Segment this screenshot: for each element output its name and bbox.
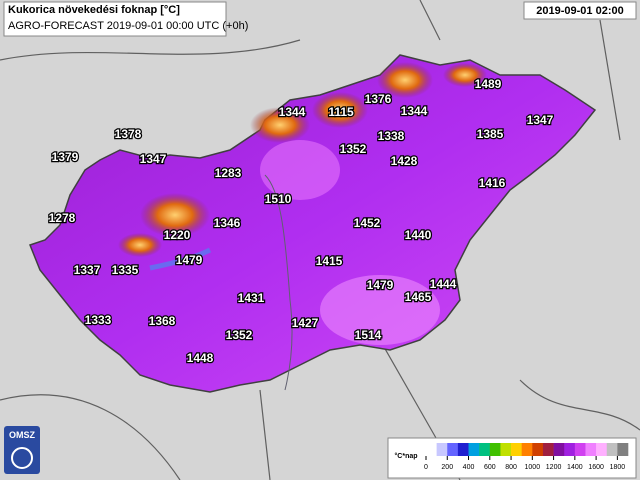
legend-swatch (585, 443, 597, 456)
value-label: 1479 (176, 253, 203, 267)
legend-tick-label: 1400 (567, 464, 583, 471)
value-label: 1510 (265, 192, 292, 206)
value-label: 1489 (475, 77, 502, 91)
map-title: Kukorica növekedési foknap [°C] (8, 4, 180, 16)
value-label: 1346 (214, 216, 241, 230)
river-danube (264, 174, 293, 391)
legend-tick-label: 1600 (588, 464, 604, 471)
legend-swatch (468, 443, 480, 456)
timestamp-box (523, 1, 637, 20)
value-label: 1352 (340, 142, 367, 156)
value-label: 1333 (85, 313, 112, 327)
legend-swatch (617, 443, 629, 456)
value-label: 1415 (316, 254, 343, 268)
value-label: 1220 (164, 228, 191, 242)
value-label: 1514 (355, 328, 382, 342)
value-label: 1376 (365, 92, 392, 106)
value-label: 1283 (215, 166, 242, 180)
warm-area (260, 140, 340, 200)
legend-tick-label: 1200 (546, 464, 562, 471)
value-label: 1444 (430, 277, 457, 291)
legend-swatch (426, 443, 437, 456)
value-label: 1347 (527, 113, 554, 127)
value-label: 1379 (52, 150, 79, 164)
value-label: 1431 (238, 291, 265, 305)
legend-swatch (606, 443, 618, 456)
timestamp: 2019-09-01 02:00 (536, 5, 623, 17)
legend-swatch (532, 443, 544, 456)
logo-icon (11, 447, 33, 469)
value-label: 1385 (477, 127, 504, 141)
legend-swatch (447, 443, 459, 456)
map-subtitle: AGRO-FORECAST 2019-09-01 00:00 UTC (+0h) (8, 20, 248, 32)
legend-swatch (564, 443, 576, 456)
legend-tick-label: 1000 (525, 464, 541, 471)
hot-spot (250, 107, 310, 143)
value-label: 1368 (149, 314, 176, 328)
legend-tick-label: 400 (463, 464, 475, 471)
legend-swatch (542, 443, 554, 456)
value-label: 1416 (479, 176, 506, 190)
value-label: 1337 (74, 263, 101, 277)
legend-swatch (511, 443, 522, 456)
value-label: 1338 (378, 129, 405, 143)
value-label: 1452 (354, 216, 381, 230)
hot-spot (118, 233, 162, 257)
hungary-region (29, 54, 597, 393)
legend-swatch (489, 443, 501, 456)
logo-text: OMSZ (9, 430, 36, 440)
value-label: 1344 (279, 105, 306, 119)
legend-swatch (479, 443, 491, 456)
value-label: 1115 (328, 105, 354, 119)
value-label: 1428 (391, 154, 418, 168)
legend-tick-label: 1800 (610, 464, 626, 471)
value-label: 1352 (226, 328, 253, 342)
legend-swatch (457, 443, 469, 456)
legend-swatch (500, 443, 512, 456)
legend-unit: °C*nap (394, 452, 417, 460)
hot-spot (443, 63, 487, 87)
value-label: 1479 (367, 278, 394, 292)
header-box (3, 1, 227, 37)
legend-swatch (553, 443, 565, 456)
legend-tick-label: 200 (441, 464, 453, 471)
lake-balaton (149, 247, 212, 271)
value-label: 1440 (405, 228, 432, 242)
value-label: 1278 (49, 211, 76, 225)
hot-spot (312, 92, 368, 128)
value-label: 1465 (405, 290, 432, 304)
legend-swatch (596, 443, 608, 456)
value-label: 1347 (140, 152, 167, 166)
hot-spot (377, 62, 433, 98)
legend-swatch (521, 443, 533, 456)
value-label: 1335 (112, 263, 139, 277)
warm-area (320, 275, 440, 345)
value-label: 1427 (292, 316, 319, 330)
value-label: 1448 (187, 351, 214, 365)
legend-tick-label: 800 (505, 464, 517, 471)
value-label: 1378 (115, 127, 142, 141)
legend-swatch (574, 443, 586, 456)
value-label: 1344 (401, 104, 428, 118)
hot-spot (140, 193, 210, 237)
legend-tick-label: 600 (484, 464, 496, 471)
legend-tick-label: 0 (424, 464, 428, 471)
legend-swatch (436, 443, 448, 456)
